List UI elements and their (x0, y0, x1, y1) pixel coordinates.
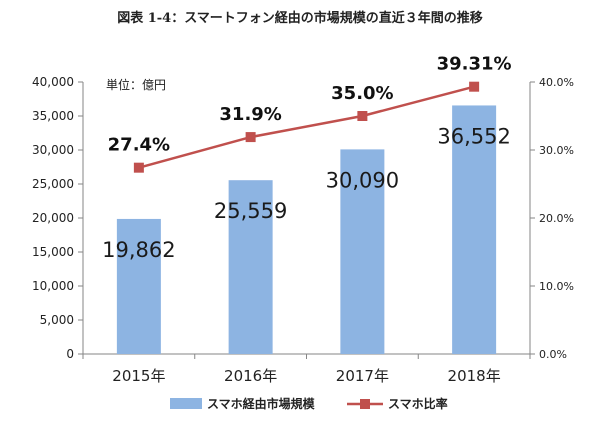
bar (340, 149, 385, 354)
ratio-marker (469, 81, 480, 92)
y-right-tick-label: 30.0% (539, 144, 574, 157)
y-left-tick-label: 5,000 (40, 313, 74, 327)
bar-value-label: 30,090 (326, 168, 399, 192)
ratio-marker (357, 111, 368, 121)
legend-line-label: スマホ比率 (388, 396, 448, 411)
x-tick-label: 2016年 (224, 367, 277, 385)
bar (116, 218, 161, 354)
line-series (133, 81, 480, 173)
chart-title: 図表 1-4：スマートフォン経由の市場規模の直近３年間の推移 (117, 11, 483, 26)
ratio-value-label: 27.4% (108, 135, 170, 156)
y-left-tick-label: 40,000 (32, 75, 74, 89)
x-tick-label: 2017年 (336, 367, 389, 385)
y-right-tick-label: 40.0% (539, 76, 574, 89)
bar (228, 180, 273, 354)
data-labels: 19,862 25,559 30,090 36,552 27.4% 31.9% 35.0% 3… (102, 54, 511, 262)
legend-bar-label: スマホ経由市場規模 (207, 396, 316, 411)
x-tick-label: 2015年 (112, 367, 165, 385)
y-left-tick-label: 25,000 (32, 177, 74, 191)
bar-series (116, 105, 497, 354)
y-right-tick-label: 10.0% (539, 280, 574, 293)
y-right-tick-label: 20.0% (539, 212, 574, 225)
bar (452, 105, 497, 354)
ratio-value-label: 39.31% (437, 54, 512, 75)
ratio-marker (245, 132, 256, 143)
ratio-line (138, 85, 475, 169)
legend-bar-swatch (170, 398, 202, 409)
bar-value-label: 36,552 (437, 124, 510, 148)
bar-value-label: 25,559 (214, 199, 287, 223)
ratio-marker (133, 162, 144, 173)
x-tick-label: 2018年 (448, 367, 501, 385)
bar-value-label: 19,862 (102, 238, 175, 262)
y-left-tick-label: 10,000 (32, 279, 74, 293)
y-left-tick-label: 20,000 (32, 211, 74, 225)
legend: スマホ経由市場規模 スマホ比率 (170, 396, 448, 411)
y-left-tick-label: 30,000 (32, 143, 74, 157)
unit-label: 単位：億円 (106, 77, 166, 92)
ratio-value-label: 31.9% (219, 104, 281, 125)
legend-line-marker (360, 399, 370, 409)
ratio-value-label: 35.0% (331, 83, 393, 104)
y-left-tick-label: 15,000 (32, 245, 74, 259)
y-left-tick-label: 0 (66, 347, 74, 361)
y-right-tick-label: 0.0% (539, 348, 567, 361)
y-left-tick-label: 35,000 (32, 109, 74, 123)
chart-axes: 0 5,000 10,000 15,000 20,000 25,000 30,000 35,0… (32, 75, 574, 385)
